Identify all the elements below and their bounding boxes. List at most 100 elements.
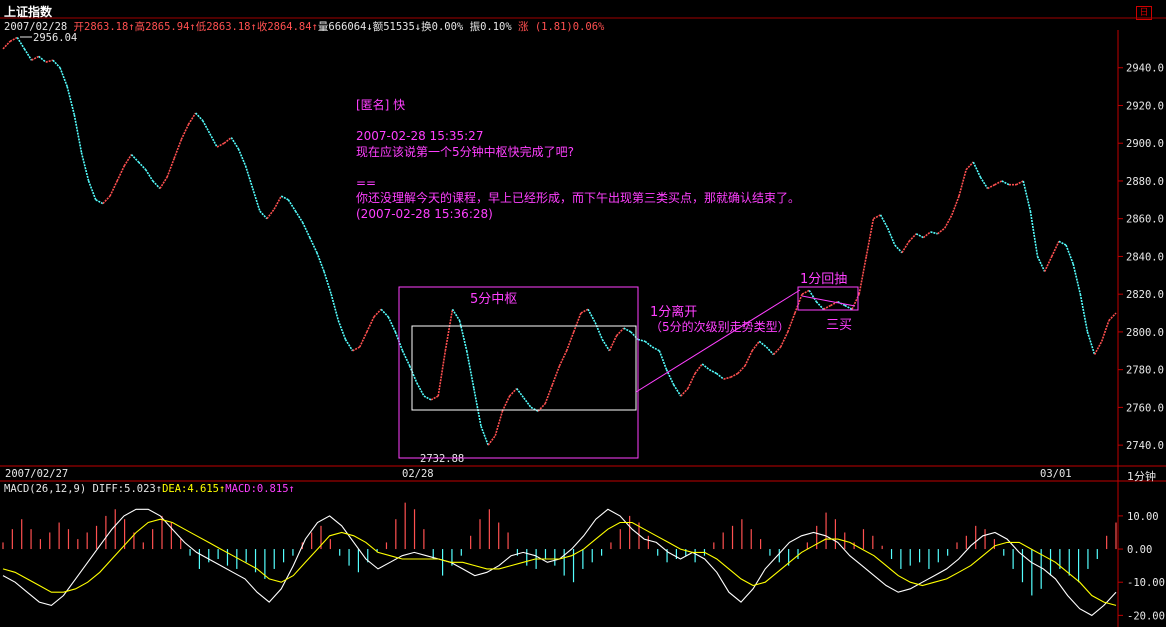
price-segment bbox=[123, 154, 133, 167]
price-segment bbox=[458, 320, 468, 351]
price-segment bbox=[915, 233, 924, 239]
low-marker-value: 2732.88 bbox=[420, 453, 464, 465]
high-value: 2865.94 bbox=[145, 21, 190, 33]
diff-label: DIFF: bbox=[92, 483, 125, 495]
price-segment bbox=[994, 180, 1003, 186]
leave-label: 1分离开 bbox=[650, 304, 697, 320]
time-axis-labels: 2007/02/27 02/28 03/01 bbox=[5, 468, 1072, 480]
price-segment bbox=[52, 59, 61, 69]
turnover-label: 换 bbox=[421, 21, 432, 33]
price-segment bbox=[202, 120, 211, 135]
price-segment bbox=[494, 410, 504, 436]
macd-tick-label: 0.00 bbox=[1127, 544, 1152, 556]
price-segment bbox=[951, 195, 960, 216]
price-segment bbox=[744, 350, 753, 367]
price-segment bbox=[544, 384, 554, 404]
price-segment bbox=[644, 340, 653, 348]
price-tick-label: 2880.0 bbox=[1126, 176, 1164, 188]
price-tick-label: 2820.0 bbox=[1126, 289, 1164, 301]
price-segment bbox=[937, 227, 946, 235]
price-segment bbox=[301, 222, 311, 238]
macd-value: 0.815 bbox=[256, 483, 289, 495]
price-segment bbox=[380, 308, 389, 318]
price-segment bbox=[601, 339, 611, 352]
price-segment bbox=[408, 365, 418, 384]
price-segment bbox=[615, 327, 625, 337]
amplitude-label: 振 bbox=[469, 21, 481, 33]
timeframe-label[interactable]: 1分钟 bbox=[1127, 470, 1156, 483]
quote-date: 2007/02/28 bbox=[4, 21, 68, 33]
up-arrow-icon: ↑ bbox=[288, 483, 295, 495]
price-segment bbox=[259, 210, 268, 220]
price-axis-ticks: 2740.0 2760.0 2780.0 2800.0 2820.0 2840.0 2860… bbox=[1118, 63, 1164, 452]
extreme-markers: 2956.04 2732.88 bbox=[20, 32, 464, 465]
macd-label: MACD: bbox=[225, 483, 257, 495]
price-segment bbox=[1036, 256, 1046, 272]
up-arrow-icon: ↑ bbox=[311, 21, 318, 33]
price-segment bbox=[337, 320, 347, 340]
pullback-box[interactable] bbox=[797, 286, 859, 311]
price-segment bbox=[330, 293, 340, 321]
price-segment bbox=[737, 365, 746, 374]
price-segment bbox=[187, 112, 197, 125]
price-segment bbox=[116, 165, 126, 182]
price-segment bbox=[701, 363, 710, 371]
price-segment bbox=[38, 55, 47, 63]
comment-question: 现在应该说第一个5分钟中枢快完成了吧? bbox=[356, 144, 575, 159]
price-segment bbox=[858, 256, 868, 295]
price-segment bbox=[45, 59, 54, 63]
up-arrow-icon: ↑ bbox=[128, 21, 135, 33]
price-segment bbox=[316, 252, 325, 272]
price-segment bbox=[1079, 294, 1089, 333]
price-segment bbox=[672, 384, 682, 397]
price-segment bbox=[366, 316, 375, 333]
macd-tick-label: 10.00 bbox=[1127, 511, 1159, 523]
price-segment bbox=[423, 395, 432, 401]
price-segment bbox=[209, 133, 218, 148]
x-label-0228: 02/28 bbox=[402, 468, 434, 480]
price-segment bbox=[930, 231, 938, 235]
low-value: 2863.18 bbox=[206, 21, 251, 33]
price-segment bbox=[523, 397, 532, 408]
price-segment bbox=[1108, 312, 1117, 322]
down-arrow-icon: ↓ bbox=[414, 21, 422, 33]
price-segment bbox=[59, 67, 68, 87]
index-title: 上证指数 bbox=[4, 5, 53, 19]
high-marker-value: 2956.04 bbox=[33, 32, 77, 44]
price-segment bbox=[66, 86, 76, 116]
comment-block: [匿名] 快 2007-02-28 15:35:27 现在应该说第一个5分钟中枢… bbox=[356, 98, 800, 222]
diff-value: 5.023 bbox=[124, 483, 156, 495]
price-tick-label: 2940.0 bbox=[1126, 63, 1164, 75]
zhongshu-inner-box[interactable] bbox=[411, 325, 637, 411]
price-segment bbox=[480, 425, 489, 446]
price-segment bbox=[437, 350, 447, 397]
comment-author: [匿名] 快 bbox=[356, 98, 406, 112]
price-segment bbox=[237, 148, 247, 167]
price-segment bbox=[687, 373, 696, 389]
price-segment bbox=[251, 188, 261, 212]
price-segment bbox=[944, 214, 953, 229]
price-segment bbox=[130, 153, 140, 163]
price-segment bbox=[680, 387, 689, 397]
x-label-0301: 03/01 bbox=[1040, 468, 1072, 480]
leave-trendline bbox=[635, 289, 801, 393]
window-restore-icon[interactable]: 日 bbox=[1136, 6, 1152, 20]
price-segment bbox=[987, 184, 996, 190]
price-segment bbox=[501, 395, 511, 412]
zhongshu-outer-box[interactable] bbox=[398, 286, 639, 459]
up-arrow-icon: ↑ bbox=[218, 483, 226, 495]
price-segment bbox=[758, 340, 767, 348]
diff-line bbox=[2, 508, 1117, 617]
price-segment bbox=[779, 331, 789, 348]
price-segment bbox=[102, 195, 111, 205]
price-segment bbox=[623, 327, 632, 333]
price-segment bbox=[965, 161, 974, 171]
price-segment bbox=[266, 208, 275, 220]
price-segment bbox=[344, 339, 354, 352]
leave-sublabel: （5分的次级别走势类型） bbox=[650, 319, 790, 334]
price-segment bbox=[31, 55, 40, 61]
macd-tick-label: -10.00 bbox=[1127, 577, 1165, 589]
price-segment bbox=[1058, 240, 1067, 246]
price-segment bbox=[808, 289, 818, 303]
